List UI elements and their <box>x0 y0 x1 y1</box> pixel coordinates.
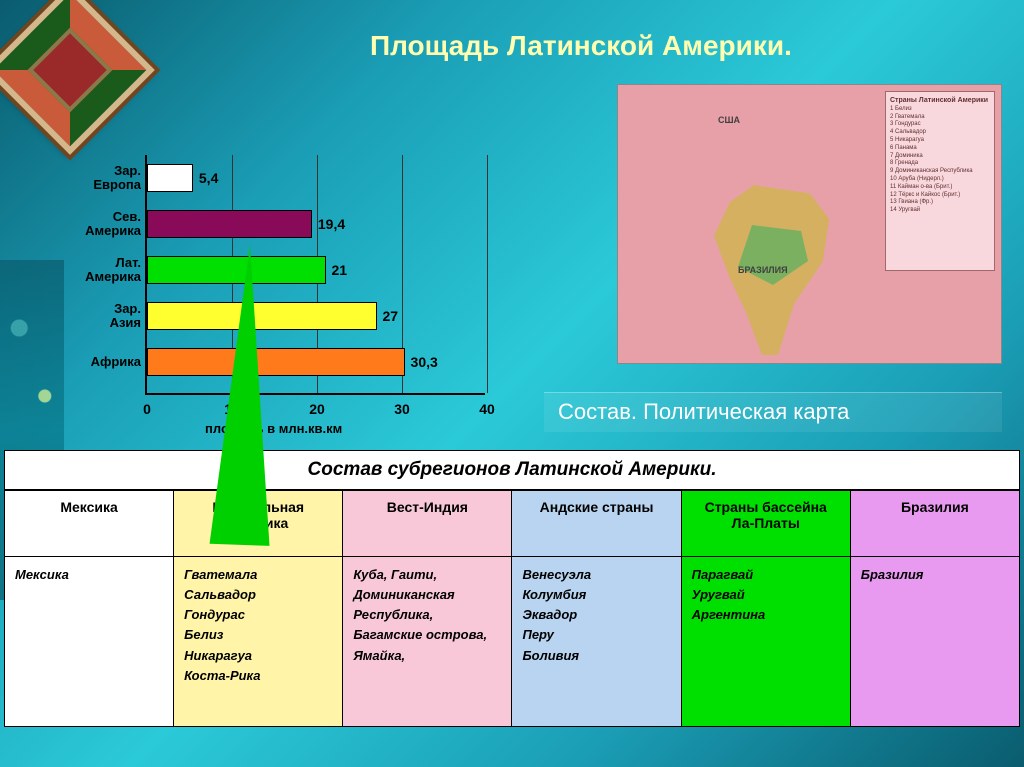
map-legend-item: 1 Белиз <box>890 106 990 114</box>
area-bar-chart: 010203040Зар.Европа5,4Сев.Америка19,4Лат… <box>65 155 495 435</box>
subregion-header: Страны бассейна Ла-Платы <box>681 491 850 557</box>
bar <box>147 164 193 192</box>
map-legend-item: 3 Гондурас <box>890 121 990 129</box>
gridline <box>487 155 488 393</box>
chart-plot-area: 010203040Зар.Европа5,4Сев.Америка19,4Лат… <box>145 155 485 395</box>
map-legend-item: 8 Гренада <box>890 160 990 168</box>
bar-value-label: 19,4 <box>318 216 345 232</box>
map-label-brazil: БРАЗИЛИЯ <box>738 265 788 275</box>
decorative-quilt-icon <box>0 0 155 155</box>
subregion-header: Вест-Индия <box>343 491 512 557</box>
bar-category-label: Лат.Америка <box>63 256 141 285</box>
map-legend-item: 5 Никарагуа <box>890 137 990 145</box>
bar-category-label: Сев.Америка <box>63 210 141 239</box>
bar-row: Зар.Европа5,4 <box>147 163 218 193</box>
subregion-cell: ВенесуэлаКолумбияЭквадорПеруБоливия <box>512 557 681 727</box>
x-tick-label: 40 <box>479 401 495 417</box>
bar-row: Африка30,3 <box>147 347 438 377</box>
bar-category-label: Зар.Европа <box>63 164 141 193</box>
subregion-header: Андские страны <box>512 491 681 557</box>
map-legend-item: 9 Доминиканская Республика <box>890 168 990 176</box>
subregion-header: Бразилия <box>850 491 1019 557</box>
bar <box>147 210 312 238</box>
subregion-cell: ПарагвайУругвайАргентина <box>681 557 850 727</box>
map-legend-item: 11 Кайман о-ва (Брит.) <box>890 184 990 192</box>
bar-row: Сев.Америка19,4 <box>147 209 345 239</box>
map-legend-item: 4 Сальвадор <box>890 129 990 137</box>
subregions-table: Состав субрегионов Латинской Америки. Ме… <box>4 450 1020 727</box>
subregion-cell: Бразилия <box>850 557 1019 727</box>
map-legend-item: 6 Панама <box>890 145 990 153</box>
map-label-usa: США <box>718 115 740 125</box>
map-legend-item: 14 Уругвай <box>890 207 990 215</box>
subregion-cell: Куба, Гаити, Доминиканская Республика, Б… <box>343 557 512 727</box>
bar-category-label: Африка <box>63 355 141 369</box>
bar-value-label: 30,3 <box>411 354 438 370</box>
page-title: Площадь Латинской Америки. <box>370 30 792 62</box>
x-tick-label: 20 <box>309 401 325 417</box>
map-legend-item: 2 Гватемала <box>890 114 990 122</box>
subregions-grid: МексикаЦентральная АмерикаВест-ИндияАндс… <box>4 490 1020 727</box>
bar-value-label: 21 <box>332 262 348 278</box>
bar-category-label: Зар.Азия <box>63 302 141 331</box>
map-legend-item: 12 Тёркс и Кайкос (Брит.) <box>890 192 990 200</box>
map-legend-item: 7 Доминика <box>890 153 990 161</box>
subregions-title: Состав субрегионов Латинской Америки. <box>4 450 1020 490</box>
map-legend-item: 13 Гвиана (Фр.) <box>890 199 990 207</box>
subregion-header: Мексика <box>5 491 174 557</box>
map-legend: Страны Латинской Америки 1 Белиз2 Гватема… <box>885 91 995 271</box>
map-legend-item: 10 Аруба (Нидерл.) <box>890 176 990 184</box>
political-map: БРАЗИЛИЯ США Страны Латинской Америки 1 Б… <box>617 84 1002 364</box>
x-tick-label: 30 <box>394 401 410 417</box>
subregion-cell: ГватемалаСальвадорГондурасБелизНикарагуа… <box>174 557 343 727</box>
bar-value-label: 5,4 <box>199 170 218 186</box>
section-subtitle: Состав. Политическая карта <box>544 392 1002 432</box>
bar-value-label: 27 <box>383 308 399 324</box>
highlight-wedge <box>210 244 280 546</box>
x-tick-label: 0 <box>143 401 151 417</box>
map-legend-title: Страны Латинской Америки <box>890 97 988 104</box>
subregion-cell: Мексика <box>5 557 174 727</box>
